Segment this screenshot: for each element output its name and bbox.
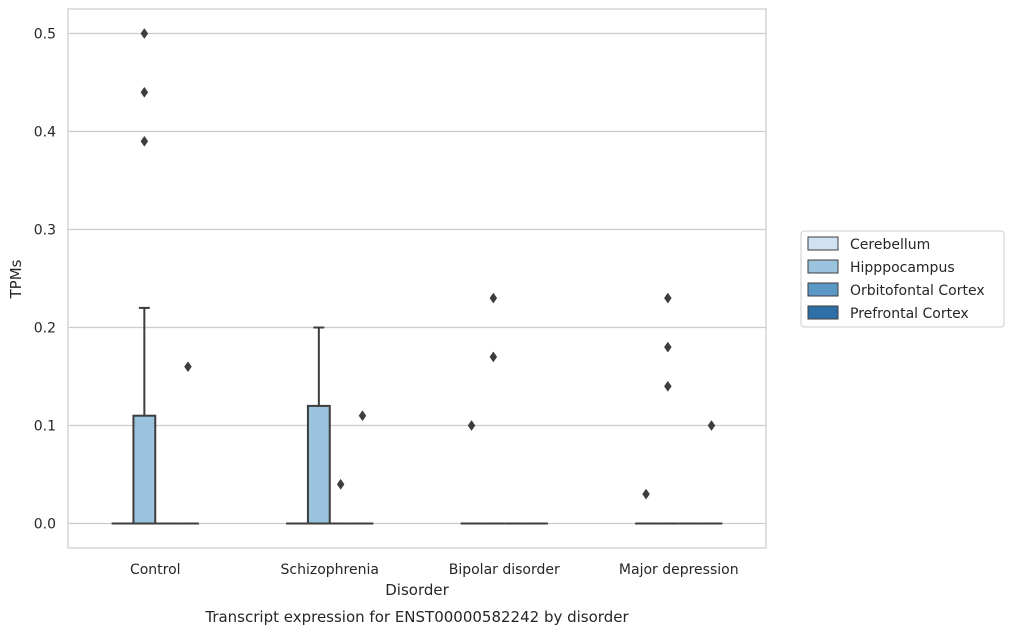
box: [132, 414, 157, 525]
outlier-point: [140, 28, 149, 39]
boxes-layer: [111, 28, 723, 525]
x-tick-label: Bipolar disorder: [449, 562, 560, 578]
outlier-point: [642, 488, 650, 500]
x-tick-label: Schizophrenia: [281, 562, 379, 578]
legend-label: Prefrontal Cortex: [850, 306, 969, 322]
legend-label: Cerebellum: [850, 237, 930, 253]
outlier-point: [140, 86, 149, 98]
outlier-point: [467, 420, 476, 431]
outlier-point: [707, 420, 716, 431]
plot-frame: [67, 8, 767, 549]
y-axis-title: TPMs: [7, 259, 25, 299]
x-tick-label: Major depression: [619, 562, 739, 578]
outlier-point: [184, 361, 192, 373]
legend-swatch: [807, 236, 839, 251]
box: [306, 404, 331, 525]
outlier-point: [358, 410, 367, 422]
legend-swatch: [807, 305, 839, 320]
outlier-point: [664, 292, 672, 304]
x-tick-labels: Control Schizophrenia Bipolar disorder Majo…: [130, 562, 739, 578]
y-tick-label: 0.2: [34, 321, 56, 337]
gridlines: [68, 32, 766, 525]
legend: Cerebellum Hipppocampus Orbitofontal Corte…: [800, 230, 1005, 328]
outlier-point: [489, 351, 498, 363]
legend-label: Orbitofontal Cortex: [850, 283, 985, 299]
legend-frame: [800, 230, 1005, 328]
y-tick-labels: 0.0 0.1 0.2 0.3 0.4 0.5: [34, 27, 56, 533]
outlier-point: [664, 341, 672, 353]
outlier-point: [664, 380, 672, 392]
x-axis-title: Disorder: [385, 581, 449, 599]
y-tick-label: 0.5: [34, 27, 56, 43]
y-tick-label: 0.1: [34, 419, 56, 435]
outlier-point: [489, 292, 498, 304]
chart-caption: Transcript expression for ENST0000058224…: [204, 608, 629, 626]
y-tick-label: 0.0: [34, 517, 56, 533]
x-tick-label: Control: [130, 562, 181, 578]
y-tick-label: 0.3: [34, 223, 56, 239]
outlier-point: [336, 478, 345, 490]
y-tick-label: 0.4: [34, 125, 56, 141]
legend-label: Hipppocampus: [850, 260, 955, 276]
legend-swatch: [807, 259, 839, 274]
outlier-point: [140, 135, 149, 147]
legend-swatch: [807, 282, 839, 297]
